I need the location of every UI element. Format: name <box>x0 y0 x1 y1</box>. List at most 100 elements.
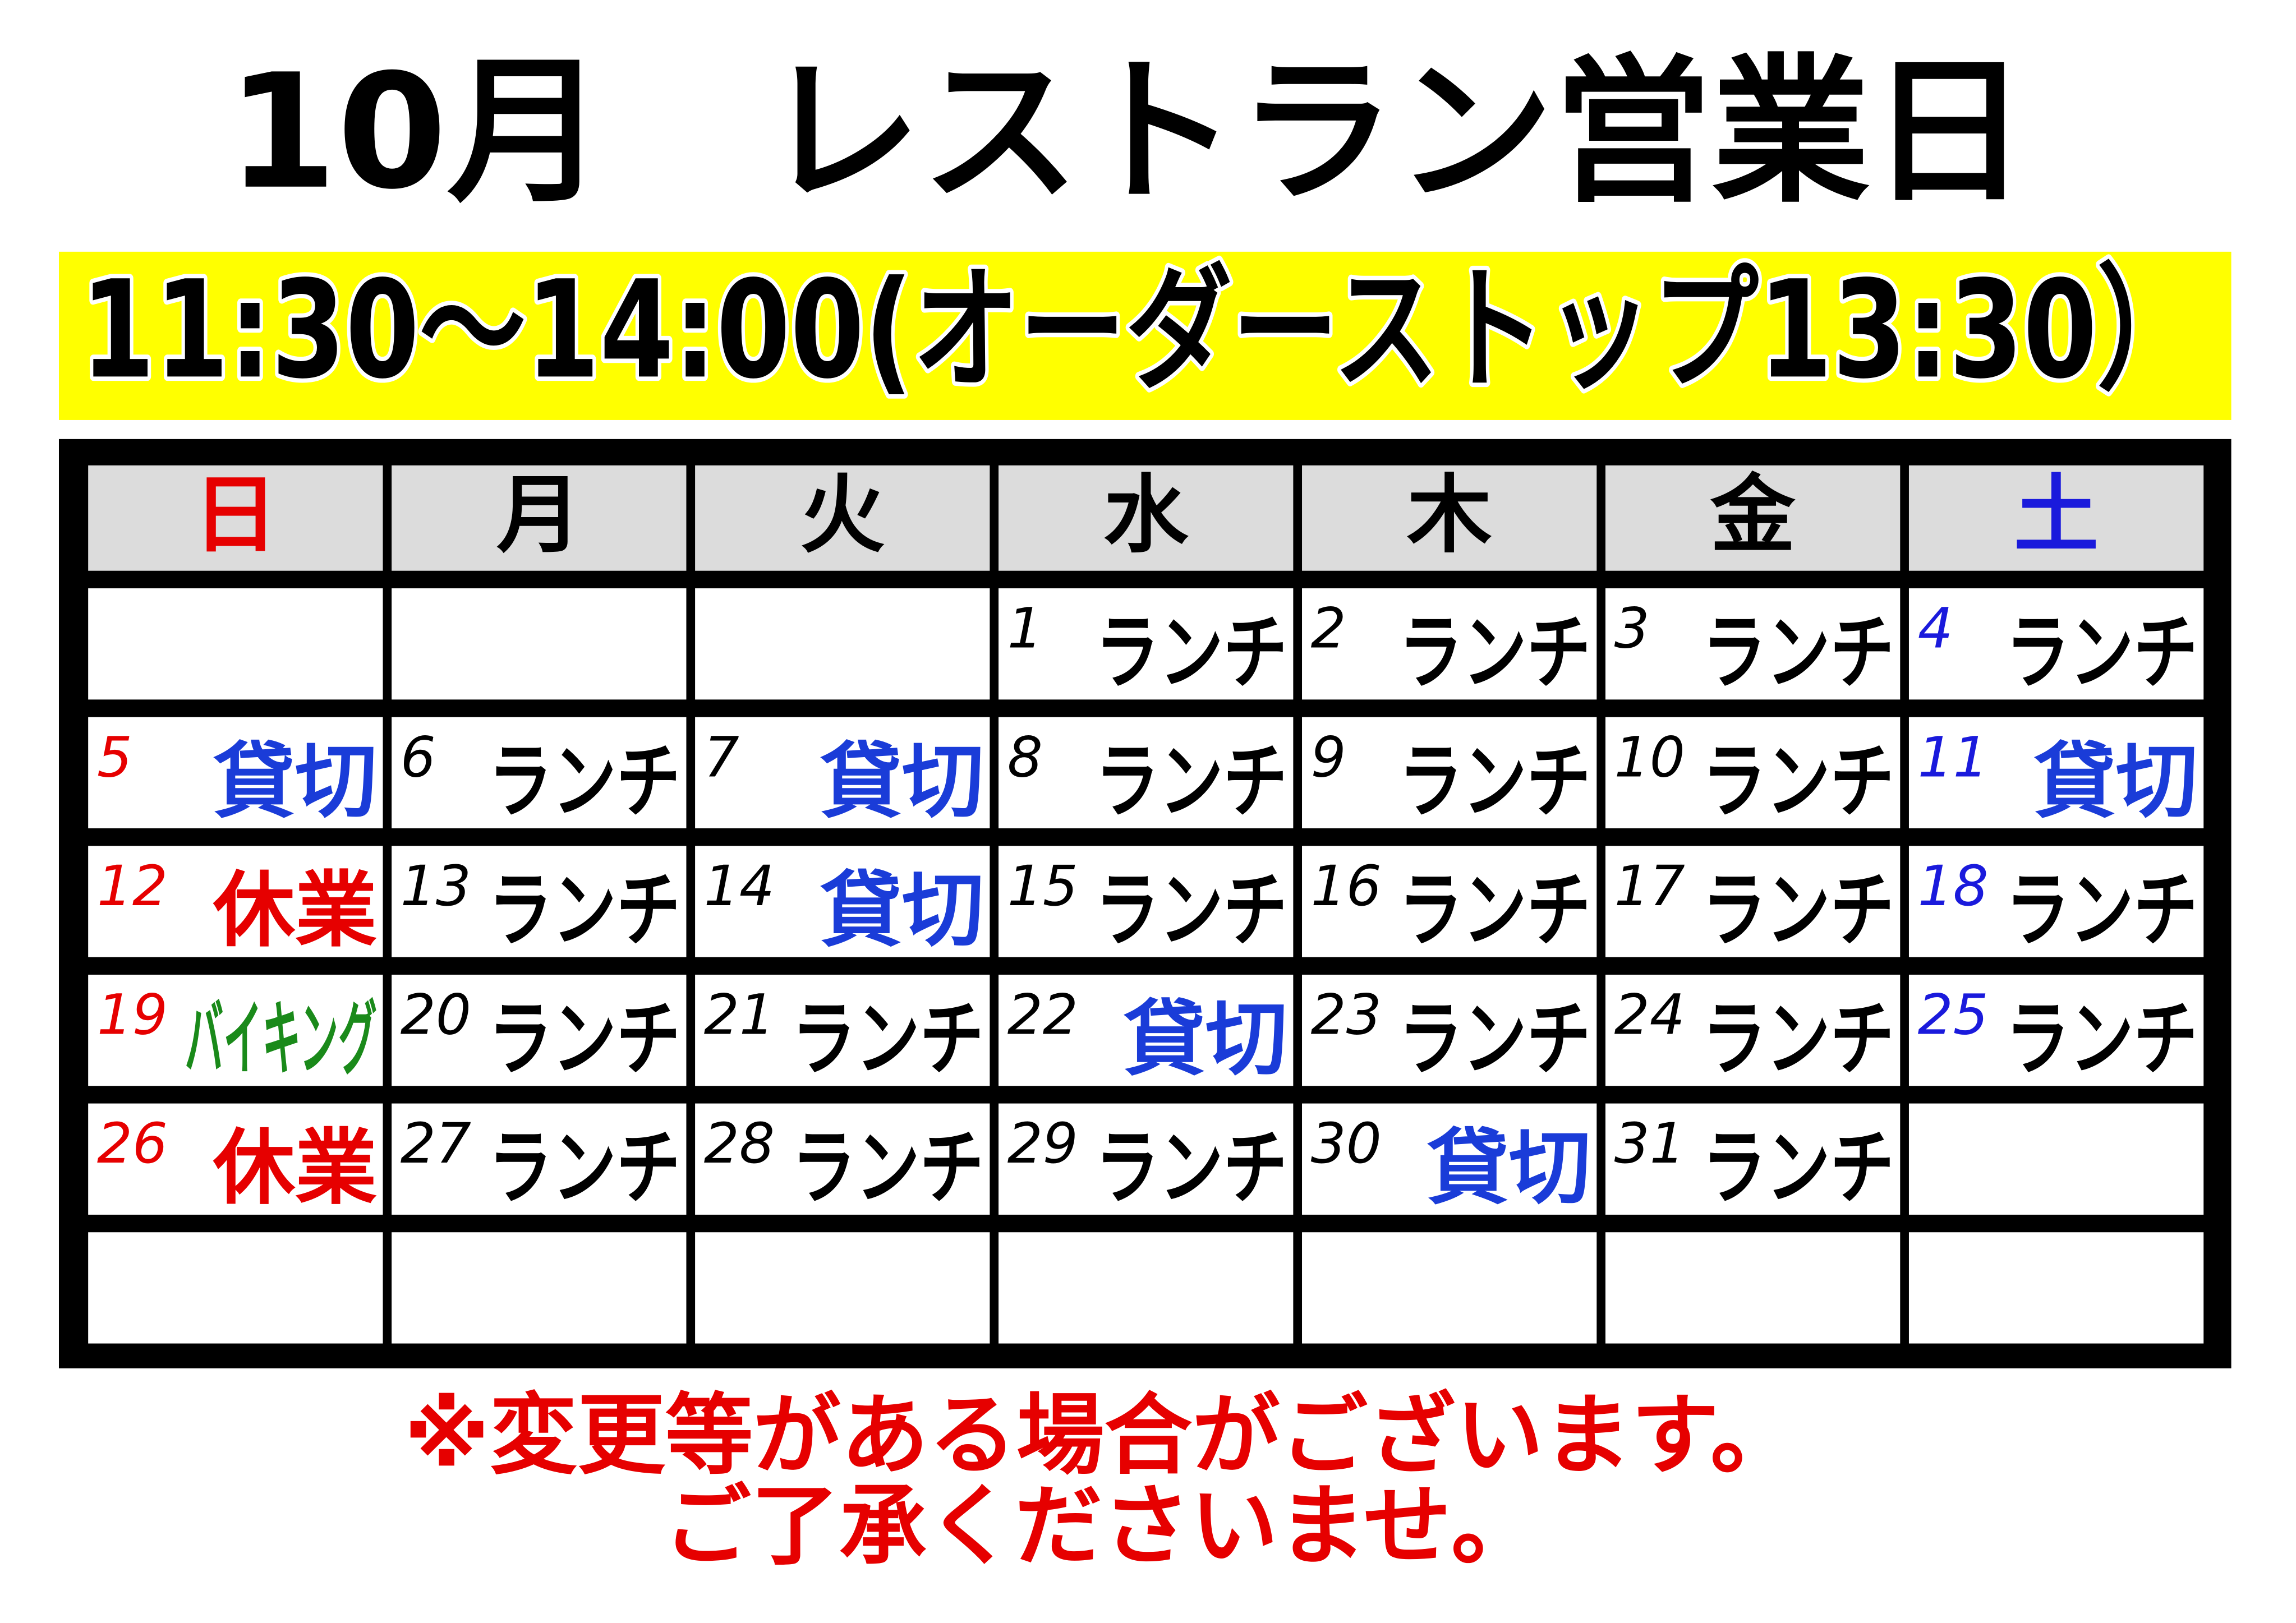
day-label: ランチ <box>2005 605 2198 700</box>
day-label: ランチ <box>488 1121 680 1216</box>
day-number: 10 <box>1614 725 1685 790</box>
day-number: 2 <box>1311 597 1346 661</box>
day-number: 5 <box>97 725 132 790</box>
day-number: 28 <box>704 1112 775 1176</box>
header-cell <box>999 465 1294 571</box>
day-number: 26 <box>97 1112 168 1176</box>
day-cell <box>1908 1103 2204 1215</box>
day-label: 貸切 <box>820 863 984 958</box>
day-cell <box>1908 717 2204 829</box>
header-cell <box>1605 465 1901 571</box>
weekday: 土 <box>2014 466 2099 565</box>
day-cell <box>1908 974 2204 1086</box>
day-label: 貸切 <box>1427 1121 1591 1216</box>
hours: 11:30～14:00(オーダーストップ13:30） <box>81 251 2203 408</box>
weekday: 木 <box>1407 466 1492 565</box>
day-cell <box>1605 588 1901 700</box>
day-label: 休業 <box>213 863 377 958</box>
header-cell <box>695 465 990 571</box>
day-number: 7 <box>704 725 739 790</box>
day-label: ランチ <box>2005 863 2198 958</box>
day-cell <box>1302 974 1597 1086</box>
weekday: 金 <box>1710 466 1796 565</box>
day-number: 17 <box>1614 854 1685 919</box>
day-label: ランチ <box>1398 992 1591 1087</box>
day-label: 貸切 <box>1124 992 1287 1087</box>
day-number: 6 <box>401 725 436 790</box>
day-number: 13 <box>401 854 471 919</box>
day-number: 19 <box>97 983 168 1048</box>
weekday: 月 <box>496 466 581 565</box>
day-cell <box>392 974 687 1086</box>
day-number: 9 <box>1311 725 1346 790</box>
day-number: 31 <box>1614 1112 1685 1176</box>
day-label: ランチ <box>1702 1121 1894 1216</box>
day-label: ランチ <box>1702 863 1894 958</box>
day-label: 休業 <box>213 1121 377 1216</box>
day-number: 21 <box>704 983 775 1048</box>
day-cell <box>392 588 687 700</box>
day-number: 23 <box>1311 983 1382 1048</box>
day-label: ランチ <box>488 992 680 1087</box>
day-cell <box>1908 1232 2204 1344</box>
day-cell <box>88 974 383 1086</box>
day-number: 25 <box>1918 983 1989 1048</box>
day-cell <box>1605 1232 1901 1344</box>
day-number: 1 <box>1007 597 1043 661</box>
day-cell <box>695 1103 990 1215</box>
notice-line: ご了承くださいませ。 <box>664 1475 1539 1577</box>
day-cell <box>88 588 383 700</box>
weekday: 水 <box>1103 466 1189 565</box>
day-cell <box>695 717 990 829</box>
day-label: 貸切 <box>213 734 377 829</box>
day-cell <box>1605 1103 1901 1215</box>
day-cell <box>392 717 687 829</box>
day-label: ランチ <box>1095 1121 1287 1216</box>
day-number: 29 <box>1007 1112 1078 1176</box>
calendar: 日 月 火 水 木 金 土 1 ランチ 2 ランチ 3 ランチ 4 ランチ 5 貸切 6 ランチ 7 貸切 8 ランチ 9 ラン… <box>88 465 2204 1344</box>
day-cell <box>1605 846 1901 957</box>
hours-band <box>58 251 2231 420</box>
header-cell <box>1908 465 2204 571</box>
day-label: ランチ <box>1398 863 1591 958</box>
day-number: 16 <box>1311 854 1382 919</box>
day-cell <box>1302 1103 1597 1215</box>
day-label: ランチ <box>1095 863 1287 958</box>
day-cell <box>695 974 990 1086</box>
day-cell <box>999 1232 1294 1344</box>
day-label: ランチ <box>1702 605 1894 700</box>
day-label: ランチ <box>1095 605 1287 700</box>
day-number: 8 <box>1007 725 1043 790</box>
weekday: 火 <box>800 466 885 565</box>
day-number: 12 <box>97 854 168 919</box>
day-cell <box>695 1232 990 1344</box>
notice-line: ※変更等がある場合がございます。 <box>404 1384 1798 1486</box>
day-label: 貸切 <box>2034 734 2198 829</box>
title: 10月 レストラン営業日 <box>227 40 2028 224</box>
day-cell <box>1302 1232 1597 1344</box>
day-number: 22 <box>1007 983 1078 1048</box>
day-cell <box>88 1103 383 1215</box>
day-number: 27 <box>401 1112 471 1176</box>
day-number: 4 <box>1918 597 1953 661</box>
day-label: ランチ <box>488 734 680 829</box>
day-cell <box>88 846 383 957</box>
day-number: 15 <box>1007 854 1078 919</box>
day-label: ランチ <box>792 1121 984 1216</box>
day-cell <box>1302 846 1597 957</box>
day-label: ランチ <box>1095 734 1287 829</box>
day-label: ランチ <box>2005 992 2198 1087</box>
day-label: ランチ <box>1398 734 1591 829</box>
header-cell <box>1302 465 1597 571</box>
day-label: ランチ <box>792 992 984 1087</box>
day-label: バイキング <box>185 992 377 1087</box>
day-label: 貸切 <box>820 734 984 829</box>
day-cell <box>999 846 1294 957</box>
day-label: ランチ <box>1398 605 1591 700</box>
weekday: 日 <box>193 466 278 565</box>
day-number: 14 <box>704 854 775 919</box>
day-cell <box>1908 588 2204 700</box>
day-number: 11 <box>1918 725 1989 790</box>
